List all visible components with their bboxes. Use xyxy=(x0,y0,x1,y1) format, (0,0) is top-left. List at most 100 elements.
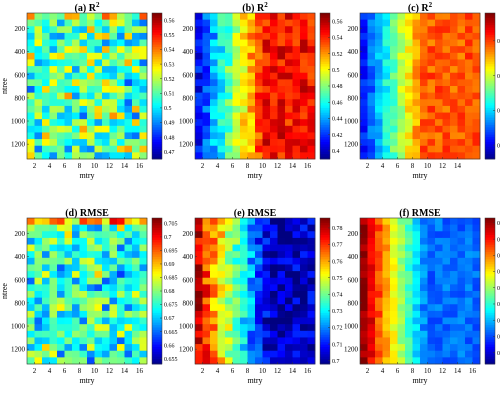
heatmap-cell xyxy=(300,284,308,292)
heatmap-cell xyxy=(292,92,301,100)
heatmap-cell xyxy=(270,350,278,358)
heatmap-cell xyxy=(427,224,436,232)
heatmap-cell xyxy=(202,79,211,87)
colorbar-segment xyxy=(320,230,330,233)
heatmap-cell xyxy=(457,350,466,358)
colorbar-segment xyxy=(485,300,495,304)
heatmap-cell xyxy=(427,218,436,225)
heatmap-cell xyxy=(262,39,271,47)
heatmap-cell xyxy=(240,99,248,107)
heatmap-cell xyxy=(382,99,391,107)
heatmap-cell xyxy=(117,92,125,100)
heatmap-cell xyxy=(397,86,406,93)
colorbar-segment xyxy=(152,44,162,48)
heatmap-cell xyxy=(202,231,211,239)
heatmap-cell xyxy=(57,52,65,60)
colorbar-segment xyxy=(320,100,330,104)
heatmap-cell xyxy=(247,231,256,239)
colorbar-segment xyxy=(152,64,162,67)
heatmap-cell xyxy=(270,86,278,93)
heatmap-cell xyxy=(225,139,233,147)
heatmap-cell xyxy=(34,86,43,93)
heatmap-cell xyxy=(285,52,293,60)
heatmap-cell xyxy=(397,257,406,265)
heatmap-cell xyxy=(420,224,428,232)
heatmap-cell xyxy=(64,337,73,345)
heatmap-cell xyxy=(412,237,421,245)
heatmap-cell xyxy=(457,139,466,147)
heatmap-cell xyxy=(109,72,118,80)
heatmap-cell xyxy=(225,357,233,365)
heatmap-cell xyxy=(217,119,226,127)
heatmap-cell xyxy=(465,310,473,318)
heatmap-cell xyxy=(94,19,103,27)
colorbar-segment xyxy=(485,88,495,92)
heatmap-cell xyxy=(412,99,421,107)
heatmap-cell xyxy=(42,317,50,325)
heatmap-cell xyxy=(139,79,148,87)
heatmap-cell xyxy=(210,145,218,153)
heatmap-cell xyxy=(427,66,436,74)
heatmap-cell xyxy=(360,26,368,34)
heatmap-cell xyxy=(465,132,473,140)
heatmap-cell xyxy=(420,277,428,285)
heatmap-cell xyxy=(472,330,481,338)
heatmap-cell xyxy=(390,99,398,107)
heatmap-cell xyxy=(240,224,248,232)
colorbar-segment xyxy=(485,139,495,143)
heatmap-cell xyxy=(57,66,65,74)
heatmap-cell xyxy=(49,291,58,298)
heatmap-cell xyxy=(195,26,203,34)
colorbar-segment xyxy=(320,359,330,362)
heatmap-cell xyxy=(465,257,473,265)
heatmap-cell xyxy=(34,152,43,160)
colorbar-segment xyxy=(320,95,330,99)
heatmap-cell xyxy=(360,324,368,332)
heatmap-cell xyxy=(262,32,271,40)
heatmap-cell xyxy=(124,357,133,365)
heatmap-cell xyxy=(465,291,473,298)
x-tick-label: 12 xyxy=(274,162,282,170)
heatmap-cell xyxy=(435,244,443,252)
heatmap-cell xyxy=(225,304,233,312)
heatmap-cell xyxy=(72,119,80,127)
heatmap-cell xyxy=(405,125,413,133)
colorbar-segment xyxy=(485,124,495,128)
heatmap-cell xyxy=(457,99,466,107)
heatmap-cell xyxy=(450,99,458,107)
heatmap-cell xyxy=(27,119,35,127)
heatmap-cell xyxy=(64,264,73,272)
heatmap-cell xyxy=(217,86,226,93)
heatmap-cell xyxy=(124,257,133,265)
heatmap-cell xyxy=(427,257,436,265)
heatmap-cell xyxy=(397,310,406,318)
heatmap-cell xyxy=(382,344,391,352)
heatmap-cell xyxy=(124,324,133,332)
heatmap-cell xyxy=(472,257,481,265)
heatmap-cell xyxy=(270,271,278,279)
colorbar-segment xyxy=(152,149,162,153)
heatmap-cell xyxy=(435,330,443,338)
heatmap-cell xyxy=(49,86,58,93)
heatmap-cell xyxy=(117,350,125,358)
heatmap-cell xyxy=(405,99,413,107)
heatmap-cell xyxy=(34,79,43,87)
heatmap-cell xyxy=(102,39,110,47)
heatmap-cell xyxy=(367,317,376,325)
panel-title: (b) R2 xyxy=(242,1,268,14)
colorbar-segment xyxy=(152,346,162,350)
heatmap-cell xyxy=(300,19,308,27)
heatmap-cell xyxy=(87,32,95,40)
heatmap-cell xyxy=(450,297,458,305)
heatmap-cell xyxy=(87,79,95,87)
x-tick-label: 16 xyxy=(469,367,477,375)
heatmap-cell xyxy=(217,26,226,34)
x-tick-label: 10 xyxy=(424,367,432,375)
heatmap-cell xyxy=(442,26,451,34)
heatmap-cell xyxy=(117,26,125,34)
heatmap-cell xyxy=(57,92,65,100)
heatmap-cell xyxy=(397,218,406,225)
colorbar-segment xyxy=(485,15,495,19)
heatmap-cell xyxy=(450,13,458,20)
heatmap-cell xyxy=(232,310,241,318)
